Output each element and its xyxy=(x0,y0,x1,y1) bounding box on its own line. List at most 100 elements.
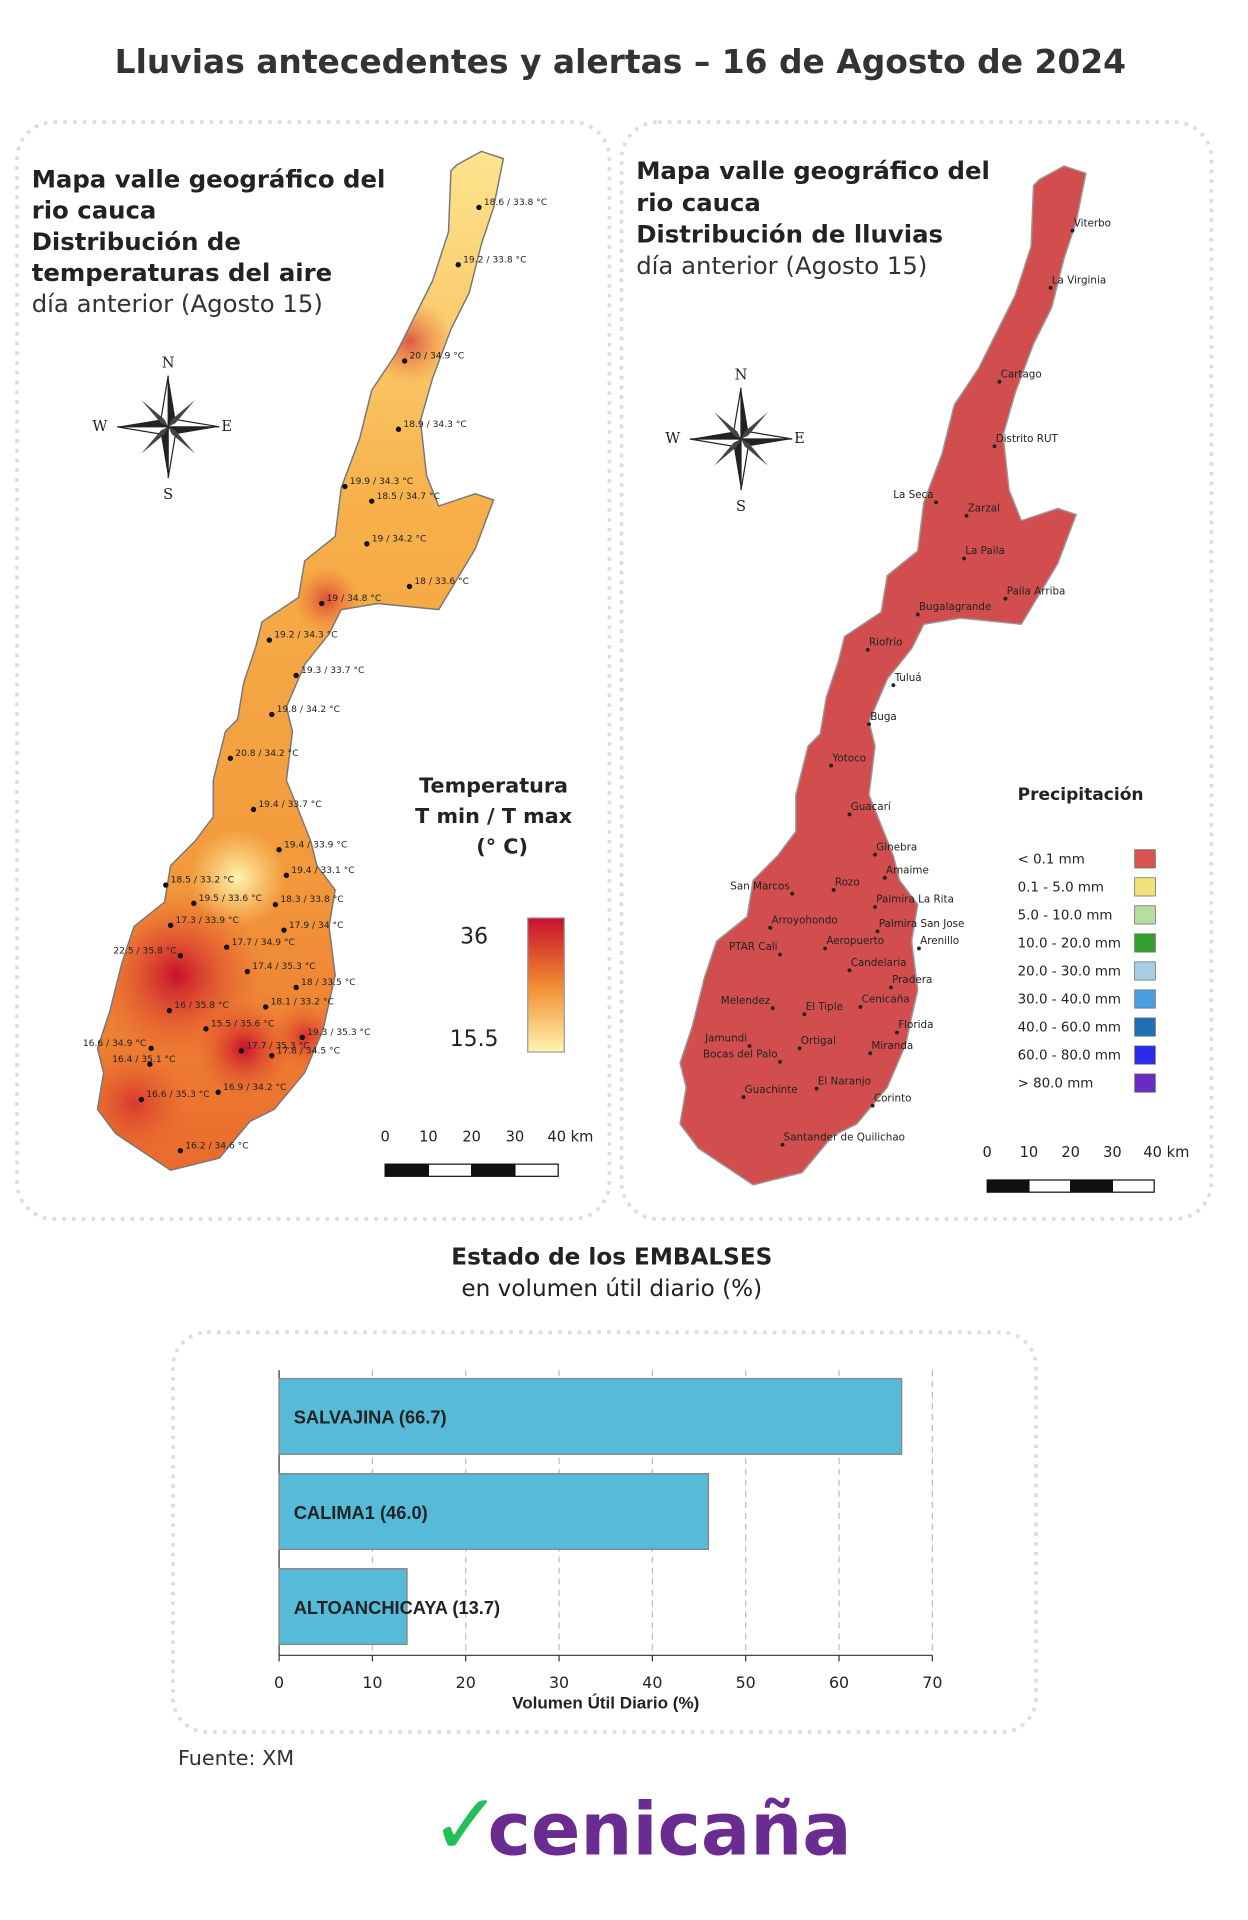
station-dot xyxy=(191,900,197,907)
x-tick-label: 60 xyxy=(829,1673,849,1692)
legend-swatch xyxy=(1134,1073,1156,1093)
map-heading: temperaturas del aire xyxy=(32,258,332,287)
station-dot xyxy=(138,1096,145,1103)
town-label: Arroyohondo xyxy=(771,914,837,926)
compass xyxy=(116,375,220,479)
scale-segment xyxy=(427,1163,473,1177)
category-label: ALTOANCHICAYA (13.7) xyxy=(294,1597,500,1618)
station-label: 19 / 34.8 °C xyxy=(327,594,382,604)
station-label: 17.7 / 35.3 °C xyxy=(246,1041,309,1051)
station-dot xyxy=(364,541,370,547)
station-label: 20.8 / 34.2 °C xyxy=(235,749,298,759)
station-label: 17.7 / 34.9 °C xyxy=(232,938,295,948)
station-label: 19 / 34.2 °C xyxy=(372,534,427,544)
town-label: Arenillo xyxy=(920,935,959,947)
town-label: Ginebra xyxy=(876,841,917,853)
town-label: Distrito RUT xyxy=(996,433,1059,445)
town-label: Viterbo xyxy=(1074,217,1111,229)
station-dot xyxy=(283,872,290,878)
station-dot xyxy=(293,672,299,679)
station-dot xyxy=(299,1034,305,1041)
station-label: 18.5 / 34.7 °C xyxy=(377,492,440,502)
town-label: PTAR Cali xyxy=(729,941,778,953)
category-label: SALVAJINA (66.7) xyxy=(294,1407,447,1428)
town-dot xyxy=(778,952,782,957)
source: Fuente: XM xyxy=(178,1746,294,1770)
legend-swatch xyxy=(1134,1045,1156,1065)
bar xyxy=(278,1472,710,1550)
town-dot xyxy=(823,946,828,951)
scale-segment xyxy=(471,1163,516,1177)
x-tick-label: 30 xyxy=(549,1673,569,1692)
town-label: Zarzal xyxy=(968,502,1000,514)
station-dot xyxy=(281,927,287,933)
map-heading: rio cauca xyxy=(32,196,157,225)
town-dot xyxy=(870,1103,875,1108)
scale-segment xyxy=(384,1163,429,1177)
legend-title: (° C) xyxy=(476,834,528,858)
station-dot xyxy=(266,637,273,643)
station-label: 19.8 / 34.2 °C xyxy=(277,705,340,715)
town-dot xyxy=(814,1086,819,1091)
town-label: Miranda xyxy=(871,1040,913,1052)
town-dot xyxy=(778,1059,782,1064)
scale-label: 30 xyxy=(1103,1144,1122,1161)
scale-label: 10 xyxy=(1020,1144,1039,1161)
legend-label: 5.0 - 10.0 mm xyxy=(1018,909,1113,924)
legend-swatch xyxy=(1134,933,1156,953)
station-dot xyxy=(276,847,282,853)
legend-label: > 80.0 mm xyxy=(1018,1077,1094,1092)
town-label: Paila Arriba xyxy=(1007,585,1066,597)
town-dot xyxy=(747,1043,752,1048)
town-dot xyxy=(847,812,852,817)
station-label: 18.1 / 33.2 °C xyxy=(271,998,334,1008)
town-label: La Seca xyxy=(893,489,933,501)
station-label: 19.2 / 34.3 °C xyxy=(274,631,337,641)
town-label: San Marcos xyxy=(730,880,789,892)
town-label: Guachinte xyxy=(745,1084,798,1096)
town-label: Ortigal xyxy=(801,1035,836,1047)
legend-label: 15.5 xyxy=(450,1027,499,1052)
station-label: 19.3 / 35.3 °C xyxy=(307,1028,370,1038)
station-label: 19.2 / 33.8 °C xyxy=(463,255,526,265)
station-label: 17.8 / 34.5 °C xyxy=(277,1046,340,1056)
station-dot xyxy=(250,806,257,813)
town-dot xyxy=(895,1030,899,1035)
station-dot xyxy=(163,882,169,888)
legend-title: Temperatura xyxy=(419,773,568,797)
scale-label: 20 xyxy=(1061,1144,1080,1161)
town-label: Riofrío xyxy=(869,637,903,649)
town-dot xyxy=(858,1004,863,1009)
town-label: Jamundi xyxy=(704,1033,747,1045)
town-label: Tuluá xyxy=(894,672,922,684)
town-dot xyxy=(873,852,878,857)
station-label: 18 / 33.6 °C xyxy=(414,577,469,587)
town-label: Cenicaña xyxy=(862,994,910,1006)
town-dot xyxy=(802,1012,807,1017)
station-label: 17.4 / 35.3 °C xyxy=(252,962,315,972)
x-tick-label: 0 xyxy=(274,1673,284,1692)
town-label: Rozo xyxy=(835,877,860,889)
chart-panel xyxy=(171,1330,1038,1734)
town-dot xyxy=(780,1142,785,1147)
town-dot xyxy=(829,763,834,768)
station-dot xyxy=(401,358,408,364)
station-dot xyxy=(177,953,184,959)
compass-letter: S xyxy=(163,486,173,503)
station-dot xyxy=(455,262,461,268)
station-dot xyxy=(319,600,325,607)
station-dot xyxy=(227,755,234,761)
chart-subtitle: en volumen útil diario (%) xyxy=(461,1276,762,1302)
compass xyxy=(689,387,793,491)
town-dot xyxy=(891,683,896,688)
station-label: 16.9 / 34.2 °C xyxy=(223,1083,286,1093)
station-dot xyxy=(148,1045,154,1052)
town-dot xyxy=(770,1006,775,1011)
map-heading: Mapa valle geográfico del xyxy=(32,165,386,194)
station-dot xyxy=(272,901,279,908)
town-dot xyxy=(997,379,1002,384)
legend-label: < 0.1 mm xyxy=(1018,852,1085,867)
bar xyxy=(278,1568,408,1646)
town-label: Florida xyxy=(898,1019,933,1031)
town-label: La Paila xyxy=(965,545,1005,557)
